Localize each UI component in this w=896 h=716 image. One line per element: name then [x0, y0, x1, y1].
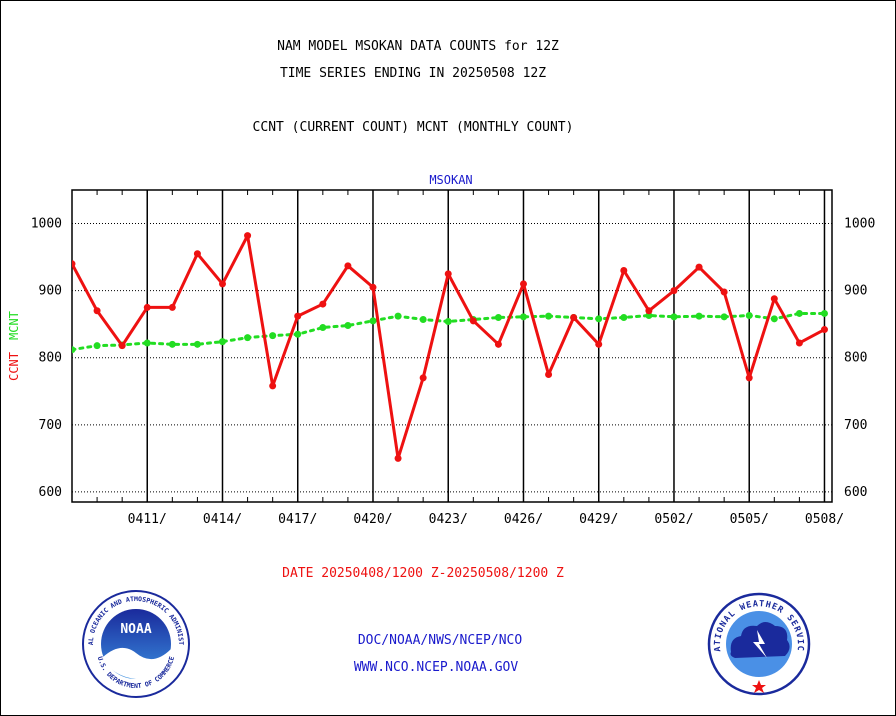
y-tick-label-left: 1000	[31, 217, 62, 232]
x-tick-label: 0420/	[353, 512, 392, 527]
mcnt-point	[294, 330, 302, 338]
x-tick-label: 0505/	[730, 512, 769, 527]
ccnt-point	[294, 312, 302, 320]
x-tick-label: 0429/	[579, 512, 618, 527]
mcnt-point	[394, 312, 402, 320]
y-tick-label-left: 900	[39, 284, 62, 299]
x-tick-label: 0502/	[654, 512, 693, 527]
mcnt-point	[444, 318, 452, 326]
ccnt-point	[419, 374, 427, 382]
x-tick-label: 0417/	[278, 512, 317, 527]
mcnt-point	[72, 346, 76, 354]
y-tick-label-left: 600	[39, 485, 62, 500]
y-tick-label-right: 900	[844, 284, 867, 299]
mcnt-point	[419, 315, 427, 323]
ccnt-point	[519, 280, 527, 288]
y-tick-label-right: 700	[844, 418, 867, 433]
ccnt-point	[269, 382, 277, 390]
mcnt-point	[244, 334, 252, 342]
ccnt-point	[444, 270, 452, 278]
chart-station-title: MSOKAN	[429, 173, 472, 187]
mcnt-point	[519, 313, 527, 321]
y-tick-label-right: 600	[844, 485, 867, 500]
mcnt-point	[695, 312, 703, 320]
noaa-logo: NOAA NATIONAL OCEANIC AND ATMOSPHERIC AD…	[81, 589, 190, 698]
chart-title-line1: NAM MODEL MSOKAN DATA COUNTS for 12Z	[277, 39, 559, 54]
ccnt-point	[620, 267, 628, 275]
mcnt-point	[143, 339, 151, 347]
mcnt-point	[494, 313, 502, 321]
mcnt-point	[770, 315, 778, 323]
ccnt-point	[645, 307, 653, 315]
ccnt-point	[344, 262, 352, 270]
time-series-chart: 600 600 700 700 800 800 900 900 1000 1000 0411/041…	[7, 173, 875, 527]
ccnt-point	[720, 288, 728, 296]
ccnt-point	[745, 374, 753, 382]
ccnt-point	[143, 303, 151, 311]
ccnt-point	[244, 232, 252, 240]
y-tick-label-right: 800	[844, 351, 867, 366]
y-axis-label-ccnt: CCNT	[7, 352, 21, 381]
ccnt-point	[168, 303, 176, 311]
noaa-center-text: NOAA	[120, 622, 151, 637]
nws-logo: NATIONAL WEATHER SERVICE	[707, 592, 811, 696]
y-tick-label-left: 800	[39, 351, 62, 366]
ccnt-point	[469, 317, 477, 325]
ccnt-point	[118, 342, 126, 350]
mcnt-point	[269, 332, 277, 340]
ccnt-point	[670, 287, 678, 295]
chart-title-line2: TIME SERIES ENDING IN 20250508 12Z	[279, 66, 547, 81]
ccnt-point	[595, 340, 603, 348]
ccnt-point	[545, 371, 553, 379]
mcnt-point	[545, 312, 553, 320]
mcnt-point	[369, 317, 377, 325]
y-tick-label-left: 700	[39, 418, 62, 433]
chart-title-line3: CCNT (CURRENT COUNT) MCNT (MONTHLY COUNT…	[252, 120, 574, 135]
ccnt-point	[570, 313, 578, 321]
mcnt-point	[595, 315, 603, 323]
mcnt-point	[620, 313, 628, 321]
mcnt-point	[344, 322, 352, 330]
y-axis-label: CCNT MCNT	[7, 311, 21, 381]
ccnt-point	[695, 263, 703, 271]
x-tick-label: 0414/	[203, 512, 242, 527]
mcnt-point	[670, 313, 678, 321]
x-tick-label: 0508/	[805, 512, 844, 527]
ccnt-point	[93, 307, 101, 315]
mcnt-point	[319, 324, 327, 332]
y-tick-label-right: 1000	[844, 217, 875, 232]
ccnt-point	[193, 250, 201, 258]
ccnt-point	[795, 339, 803, 347]
mcnt-point	[795, 309, 803, 317]
x-tick-label: 0423/	[429, 512, 468, 527]
mcnt-point	[93, 342, 101, 350]
ccnt-point	[820, 326, 828, 334]
mcnt-point	[820, 309, 828, 317]
x-tick-label: 0411/	[128, 512, 167, 527]
ccnt-point	[218, 280, 226, 288]
plot-area	[71, 189, 833, 503]
ccnt-point	[72, 260, 76, 268]
mcnt-point	[193, 340, 201, 348]
org-label: DOC/NOAA/NWS/NCEP/NCO	[357, 633, 523, 648]
mcnt-point	[168, 340, 176, 348]
x-tick-label: 0426/	[504, 512, 543, 527]
website-label: WWW.NCO.NCEP.NOAA.GOV	[353, 660, 519, 675]
mcnt-point	[720, 313, 728, 321]
date-range-label: DATE 20250408/1200 Z-20250508/1200 Z	[282, 566, 564, 581]
ccnt-point	[394, 454, 402, 462]
mcnt-point	[218, 338, 226, 346]
ccnt-point	[770, 295, 778, 303]
ccnt-point	[319, 300, 327, 308]
ccnt-point	[369, 283, 377, 291]
mcnt-point	[745, 311, 753, 319]
ccnt-point	[494, 340, 502, 348]
y-axis-label-mcnt: MCNT	[7, 311, 21, 340]
